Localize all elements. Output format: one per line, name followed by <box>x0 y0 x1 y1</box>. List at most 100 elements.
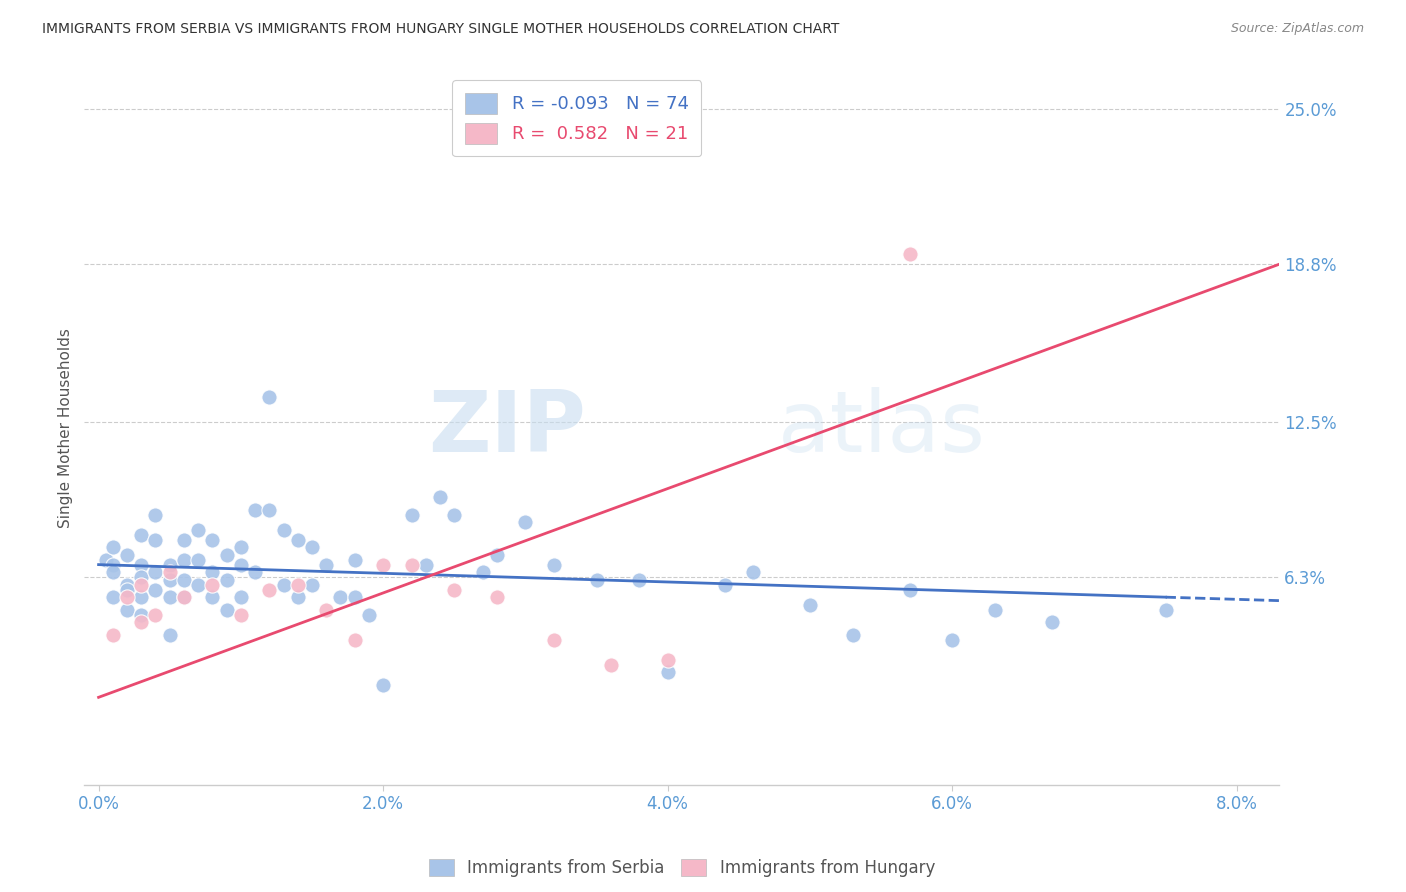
Point <box>215 573 238 587</box>
Point <box>273 577 295 591</box>
Point <box>301 540 323 554</box>
Point <box>173 533 195 547</box>
Point <box>371 678 394 692</box>
Point <box>485 548 508 562</box>
Point <box>287 590 309 604</box>
Point <box>215 548 238 562</box>
Point <box>101 565 124 579</box>
Point <box>101 540 124 554</box>
Point <box>429 490 451 504</box>
Point <box>485 590 508 604</box>
Point <box>941 632 963 647</box>
Point <box>159 590 181 604</box>
Legend: Immigrants from Serbia, Immigrants from Hungary: Immigrants from Serbia, Immigrants from … <box>420 850 943 885</box>
Point <box>215 603 238 617</box>
Point <box>101 628 124 642</box>
Point <box>229 607 252 622</box>
Point <box>401 558 423 572</box>
Point <box>187 523 209 537</box>
Point <box>173 590 195 604</box>
Point <box>443 582 465 597</box>
Point <box>1154 603 1177 617</box>
Point <box>201 565 224 579</box>
Point <box>898 582 921 597</box>
Point <box>343 632 366 647</box>
Point <box>287 577 309 591</box>
Point <box>315 558 337 572</box>
Point <box>443 508 465 522</box>
Point <box>898 247 921 261</box>
Point <box>129 570 152 584</box>
Point <box>201 533 224 547</box>
Text: ZIP: ZIP <box>429 386 586 470</box>
Point <box>229 590 252 604</box>
Point <box>343 552 366 566</box>
Point <box>315 603 337 617</box>
Point <box>115 582 138 597</box>
Point <box>187 552 209 566</box>
Point <box>129 577 152 591</box>
Text: IMMIGRANTS FROM SERBIA VS IMMIGRANTS FROM HUNGARY SINGLE MOTHER HOUSEHOLDS CORRE: IMMIGRANTS FROM SERBIA VS IMMIGRANTS FRO… <box>42 22 839 37</box>
Point <box>515 515 537 529</box>
Point <box>401 508 423 522</box>
Point <box>357 607 380 622</box>
Point <box>129 607 152 622</box>
Point <box>145 565 167 579</box>
Point <box>585 573 607 587</box>
Point <box>115 603 138 617</box>
Point <box>713 577 735 591</box>
Text: atlas: atlas <box>778 386 986 470</box>
Point <box>115 548 138 562</box>
Point <box>984 603 1007 617</box>
Y-axis label: Single Mother Households: Single Mother Households <box>58 328 73 528</box>
Point <box>287 533 309 547</box>
Point <box>243 565 266 579</box>
Point <box>129 615 152 630</box>
Text: Source: ZipAtlas.com: Source: ZipAtlas.com <box>1230 22 1364 36</box>
Point <box>173 552 195 566</box>
Point <box>115 590 138 604</box>
Point <box>101 590 124 604</box>
Point <box>201 590 224 604</box>
Point <box>173 573 195 587</box>
Point <box>145 533 167 547</box>
Point <box>841 628 863 642</box>
Point <box>129 558 152 572</box>
Point <box>229 558 252 572</box>
Point <box>259 582 281 597</box>
Point <box>229 540 252 554</box>
Point <box>145 508 167 522</box>
Point <box>371 558 394 572</box>
Point <box>159 573 181 587</box>
Point <box>159 558 181 572</box>
Point <box>159 565 181 579</box>
Point <box>273 523 295 537</box>
Point <box>329 590 352 604</box>
Point <box>799 598 821 612</box>
Point <box>543 632 565 647</box>
Point <box>173 590 195 604</box>
Point <box>471 565 494 579</box>
Point <box>129 590 152 604</box>
Point <box>742 565 765 579</box>
Point <box>101 558 124 572</box>
Point <box>259 390 281 404</box>
Point <box>415 558 437 572</box>
Point <box>1040 615 1063 630</box>
Point <box>657 653 679 667</box>
Point <box>628 573 651 587</box>
Point <box>201 577 224 591</box>
Point <box>145 607 167 622</box>
Point <box>115 577 138 591</box>
Point <box>599 657 621 672</box>
Point <box>343 590 366 604</box>
Point <box>301 577 323 591</box>
Point <box>187 577 209 591</box>
Point <box>243 502 266 516</box>
Point <box>159 628 181 642</box>
Point <box>259 502 281 516</box>
Point <box>145 582 167 597</box>
Point <box>657 665 679 680</box>
Point <box>543 558 565 572</box>
Point <box>94 552 117 566</box>
